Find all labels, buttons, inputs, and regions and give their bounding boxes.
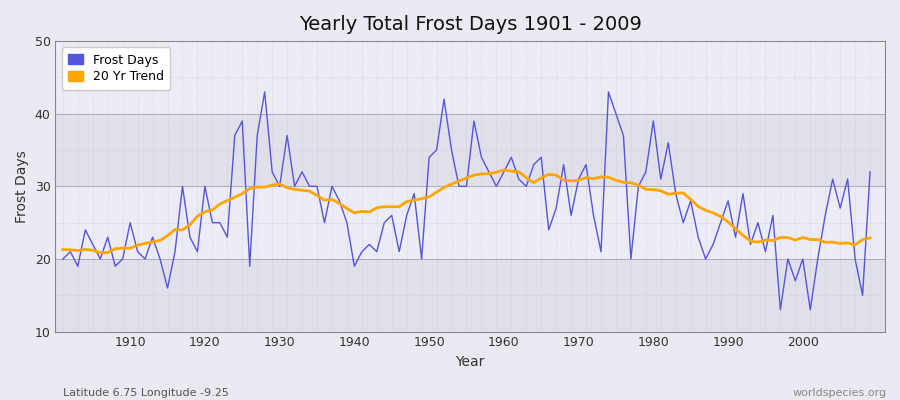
Bar [56,41,885,114]
Bar [56,259,885,332]
Frost Days [334,198,345,203]
20 Yr Trend [603,175,614,180]
Frost Days [499,170,509,174]
Line: Frost Days: Frost Days [63,92,870,310]
20 Yr Trend [513,170,524,174]
Frost Days [596,249,607,254]
20 Yr Trend [334,201,345,206]
Legend: Frost Days, 20 Yr Trend: Frost Days, 20 Yr Trend [62,47,170,90]
20 Yr Trend [58,247,68,252]
20 Yr Trend [865,236,876,240]
Frost Days [775,307,786,312]
20 Yr Trend [506,169,517,174]
X-axis label: Year: Year [455,355,485,369]
20 Yr Trend [94,250,105,255]
Title: Yearly Total Frost Days 1901 - 2009: Yearly Total Frost Days 1901 - 2009 [299,15,642,34]
20 Yr Trend [125,246,136,251]
20 Yr Trend [289,187,300,192]
Text: Latitude 6.75 Longitude -9.25: Latitude 6.75 Longitude -9.25 [63,388,229,398]
Frost Days [506,155,517,160]
Frost Days [259,90,270,94]
Frost Days [865,170,876,174]
20 Yr Trend [499,168,509,172]
Frost Days [58,256,68,261]
Line: 20 Yr Trend: 20 Yr Trend [63,170,870,253]
Frost Days [289,184,300,189]
Bar [56,186,885,259]
Bar [56,114,885,186]
Frost Days [117,256,128,261]
Text: worldspecies.org: worldspecies.org [792,388,886,398]
Y-axis label: Frost Days: Frost Days [15,150,29,223]
